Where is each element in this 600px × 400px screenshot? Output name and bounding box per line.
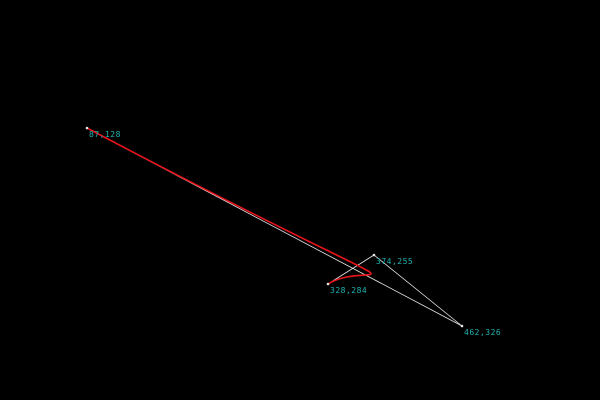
polygon-segment: [373, 254, 463, 327]
control-point[interactable]: [372, 253, 376, 257]
bezier-curve: [86, 127, 372, 285]
control-point[interactable]: [85, 126, 89, 130]
point-label: 374,255: [376, 257, 413, 266]
point-labels: 87,128 374,255 328,284 462,326: [89, 130, 501, 337]
point-label: 328,284: [330, 286, 367, 295]
point-label: 87,128: [89, 130, 121, 139]
point-label: 462,326: [464, 328, 501, 337]
control-point[interactable]: [326, 282, 330, 286]
polygon-segment: [327, 254, 375, 285]
control-points: [85, 126, 464, 328]
curve-path: [86, 127, 372, 285]
control-point[interactable]: [460, 324, 464, 328]
